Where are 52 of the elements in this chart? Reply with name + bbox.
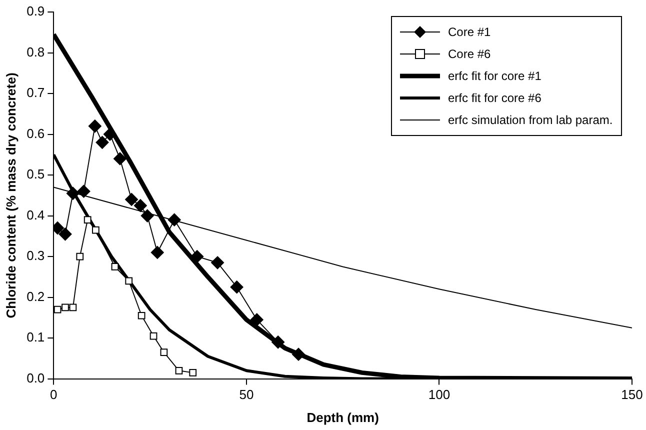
x-tick-label: 150 — [621, 387, 643, 402]
point — [76, 252, 84, 260]
point — [230, 280, 244, 294]
point — [189, 369, 197, 376]
point — [140, 209, 154, 222]
point — [150, 246, 164, 259]
y-tick-label: 0.2 — [26, 288, 45, 304]
point — [84, 216, 92, 224]
point — [125, 192, 138, 206]
x-tick-label: 100 — [428, 387, 450, 402]
y-tick-label: 0.3 — [26, 248, 45, 264]
point — [92, 226, 100, 234]
y-tick-label: 0.0 — [26, 370, 45, 386]
point — [168, 213, 181, 226]
point — [69, 304, 77, 312]
x-tick-label: 0 — [50, 387, 58, 402]
point — [125, 277, 133, 285]
point — [96, 136, 109, 149]
point — [66, 186, 80, 200]
point — [175, 366, 183, 374]
y-tick-label: 0.8 — [26, 44, 45, 60]
point — [113, 152, 126, 166]
legend-label: Core #1 — [448, 25, 491, 39]
y-axis-title: Chloride content (% mass dry concrete) — [3, 72, 18, 318]
point — [88, 120, 102, 133]
point — [62, 304, 69, 312]
x-tick-label: 50 — [239, 387, 254, 402]
y-tick-label: 0.4 — [26, 207, 45, 222]
point — [292, 348, 305, 361]
point — [54, 306, 62, 314]
legend-label: erfc simulation from lab param. — [448, 113, 613, 127]
y-tick-label: 0.6 — [26, 126, 45, 141]
legend-label: Core #6 — [448, 47, 491, 61]
point — [211, 256, 224, 270]
point — [77, 184, 90, 198]
legend-label: erfc fit for core #6 — [448, 91, 542, 105]
point — [111, 263, 119, 270]
point — [103, 128, 116, 141]
point — [160, 348, 168, 356]
point — [134, 199, 147, 212]
y-tick-label: 0.9 — [26, 4, 45, 19]
y-tick-label: 0.7 — [26, 85, 45, 100]
point — [190, 250, 204, 264]
point — [272, 336, 285, 349]
y-tick-label: 0.1 — [26, 330, 45, 345]
point — [250, 313, 264, 326]
point — [58, 228, 72, 241]
point — [150, 332, 158, 340]
y-tick-label: 0.5 — [26, 166, 45, 182]
legend-label: erfc fit for core #1 — [448, 69, 542, 83]
point — [138, 312, 146, 320]
x-axis-title: Depth (mm) — [306, 410, 379, 425]
